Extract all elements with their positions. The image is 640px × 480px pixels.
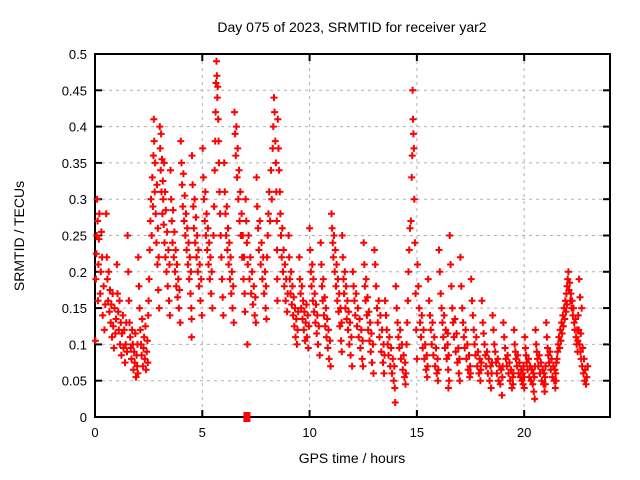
y-tick-label: 0.35 <box>62 156 87 171</box>
scatter-points <box>91 57 592 406</box>
y-tick-label: 0.1 <box>69 337 87 352</box>
x-tick-label: 20 <box>517 425 531 440</box>
x-tick-label: 10 <box>302 425 316 440</box>
x-axis-label: GPS time / hours <box>299 450 406 466</box>
tick-labels: 0 5 10 15 20 0 0.05 0.1 0.15 0.2 0.25 0.3 0.35 0.4 0.4… <box>62 47 532 440</box>
x-tick-label: 15 <box>410 425 424 440</box>
y-axis-label: SRMTID / TECUs <box>11 181 27 291</box>
x-tick-label: 5 <box>199 425 206 440</box>
y-tick-label: 0.3 <box>69 192 87 207</box>
y-tick-label: 0.05 <box>62 374 87 389</box>
y-tick-label: 0.45 <box>62 83 87 98</box>
y-tick-label: 0.5 <box>69 47 87 62</box>
data-points <box>91 57 592 422</box>
y-tick-label: 0.2 <box>69 265 87 280</box>
gridlines <box>95 54 610 417</box>
x-tick-label: 0 <box>91 425 98 440</box>
y-tick-label: 0.15 <box>62 301 87 316</box>
zero-data-marker <box>243 412 251 422</box>
y-tick-label: 0.25 <box>62 229 87 244</box>
axis-ticks <box>94 53 610 418</box>
y-tick-label: 0.4 <box>69 120 87 135</box>
chart-title: Day 075 of 2023, SRMTID for receiver yar… <box>217 19 486 35</box>
y-tick-label: 0 <box>80 410 87 425</box>
